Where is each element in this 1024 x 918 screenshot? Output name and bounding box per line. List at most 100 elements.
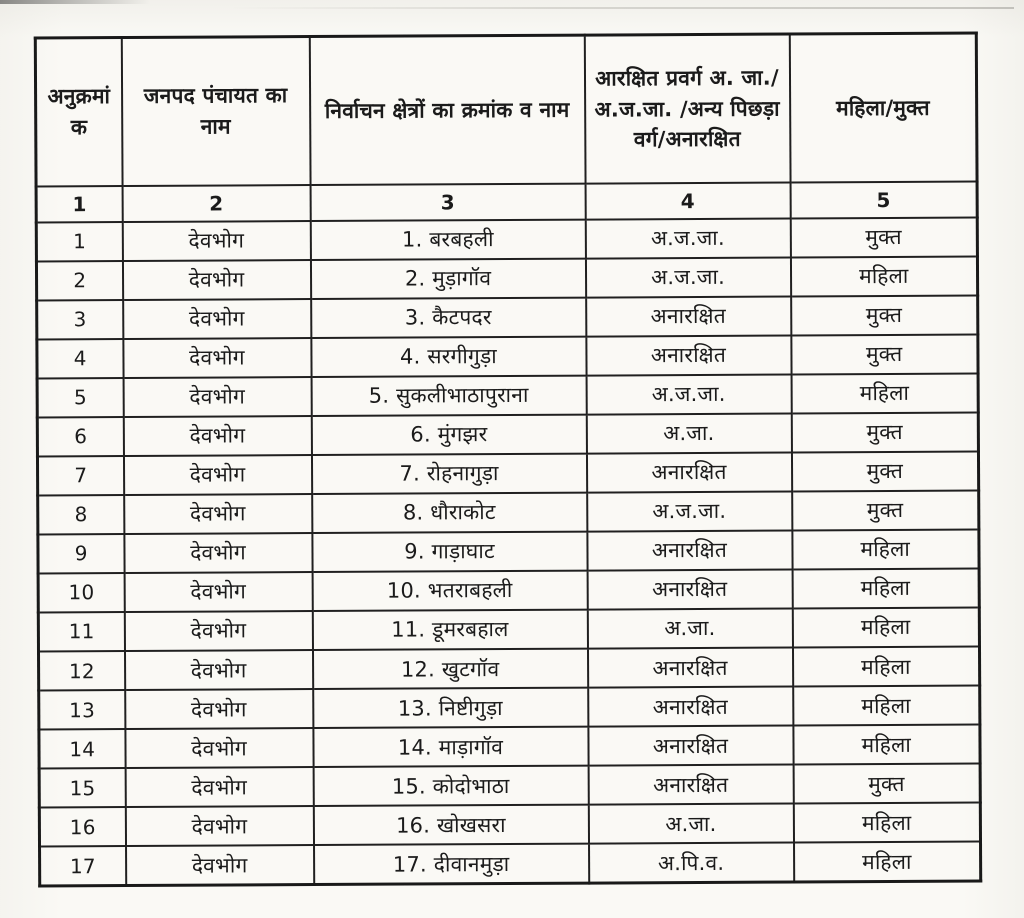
table-header: अनुक्रमांक जनपद पंचायत का नाम निर्वाचन क… (35, 33, 978, 222)
reservation-cell: मुक्त (790, 334, 979, 375)
category-cell: अ.ज.जा. (585, 257, 791, 298)
reservation-cell: महिला (792, 568, 980, 609)
serial-number-cell: 16 (39, 807, 126, 847)
header-serial-number: अनुक्रमांक (35, 37, 123, 186)
reservation-cell: मुक्त (793, 763, 981, 804)
table-body: 1 देवभोग 1. बरबहली अ.ज.जा. मुक्त 2 देवभोग 2. मु… (36, 217, 981, 886)
constituency-cell: 6. मुंगझर (311, 414, 587, 455)
serial-number-cell: 4 (36, 338, 124, 379)
janpad-name-cell: देवभोग (122, 337, 312, 378)
constituency-cell: 11. डूमरबहाल (312, 609, 588, 651)
table-row: 16 देवभोग 16. खोखसरा अ.जा. महिला (39, 802, 981, 847)
constituency-cell: 4. सरगीगुड़ा (310, 336, 587, 377)
janpad-name-cell: देवभोग (122, 298, 311, 339)
table-row: 17 देवभोग 17. दीवानमुड़ा अ.पि.व. महिला (39, 841, 981, 886)
janpad-name-cell: देवभोग (124, 610, 313, 652)
constituency-cell: 17. दीवानमुड़ा (313, 843, 589, 885)
serial-number-cell: 5 (37, 377, 124, 418)
category-cell: अनारक्षित (587, 647, 793, 688)
serial-number-cell: 2 (36, 260, 123, 301)
column-number-5: 5 (790, 181, 978, 219)
janpad-name-cell: देवभोग (123, 376, 312, 417)
serial-number-cell: 1 (36, 221, 123, 262)
janpad-name-cell: देवभोग (122, 259, 311, 300)
table-row: 2 देवभोग 2. मुड़ागॉव अ.ज.जा. महिला (36, 256, 978, 301)
category-cell: अनारक्षित (585, 296, 791, 337)
table-row: 10 देवभोग 10. भतराबहली अनारक्षित महिला (38, 568, 980, 613)
table-row: 14 देवभोग 14. माड़ागॉव अनारक्षित महिला (38, 724, 981, 769)
category-cell: अनारक्षित (587, 569, 793, 610)
serial-number-cell: 7 (37, 455, 124, 496)
table-row: 6 देवभोग 6. मुंगझर अ.जा. मुक्त (37, 412, 979, 457)
constituency-cell: 15. कोदोभाठा (313, 765, 589, 807)
janpad-name-cell: देवभोग (124, 650, 313, 691)
category-cell: अनारक्षित (586, 452, 792, 493)
serial-number-cell: 9 (37, 533, 125, 574)
table-row: 15 देवभोग 15. कोदोभाठा अनारक्षित मुक्त (39, 763, 981, 808)
header-row: अनुक्रमांक जनपद पंचायत का नाम निर्वाचन क… (35, 33, 978, 186)
header-female-or-open: महिला/मुक्त (789, 33, 978, 183)
constituency-cell: 10. भतराबहली (312, 570, 588, 611)
category-cell: अनारक्षित (587, 725, 794, 766)
table-row: 11 देवभोग 11. डूमरबहाल अ.जा. महिला (38, 607, 980, 652)
header-constituency: निर्वाचन क्षेत्रों का क्रमांक व नाम (309, 35, 586, 185)
table-row: 4 देवभोग 4. सरगीगुड़ा अनारक्षित मुक्त (36, 334, 979, 379)
reservation-cell: महिला (792, 724, 981, 765)
reservation-cell: महिला (792, 607, 980, 648)
janpad-name-cell: देवभोग (123, 415, 312, 456)
constituency-cell: 3. कैटपदर (310, 297, 586, 338)
reservation-cell: मुक्त (791, 412, 979, 453)
serial-number-cell: 15 (39, 768, 126, 808)
table-row: 8 देवभोग 8. धौराकोट अ.ज.जा. मुक्त (37, 490, 979, 535)
category-cell: अ.ज.जा. (585, 218, 791, 259)
reservation-cell: महिला (790, 256, 978, 297)
janpad-name-cell: देवभोग (123, 493, 312, 534)
category-cell: अनारक्षित (586, 530, 793, 571)
reservation-cell: मुक्त (791, 490, 979, 531)
category-cell: अनारक्षित (587, 686, 793, 727)
scan-streak-artifact (230, 7, 1014, 9)
janpad-name-cell: देवभोग (125, 845, 314, 886)
janpad-name-cell: देवभोग (125, 806, 314, 847)
column-number-4: 4 (585, 182, 791, 220)
category-cell: अ.जा. (587, 608, 793, 649)
category-cell: अ.जा. (588, 803, 794, 844)
constituency-cell: 5. सुकलीभाठापुराना (311, 375, 587, 416)
table-row: 7 देवभोग 7. रोहनागुड़ा अनारक्षित मुक्त (37, 451, 979, 496)
column-number-3: 3 (310, 183, 586, 221)
category-cell: अ.ज.जा. (586, 374, 792, 415)
table-row: 13 देवभोग 13. निष्टीगुड़ा अनारक्षित महिला (38, 685, 980, 730)
constituency-cell: 7. रोहनागुड़ा (311, 453, 587, 494)
table-row: 9 देवभोग 9. गाड़ाघाट अनारक्षित महिला (37, 529, 980, 574)
constituency-cell: 16. खोखसरा (313, 804, 589, 846)
column-number-2: 2 (122, 184, 311, 222)
header-janpad-panchayat: जनपद पंचायत का नाम (121, 36, 311, 186)
reservation-cell: मुक्त (791, 451, 979, 492)
serial-number-cell: 8 (37, 494, 124, 535)
reservation-cell: महिला (792, 646, 980, 687)
serial-number-cell: 6 (37, 416, 124, 457)
constituency-cell: 14. माड़ागॉव (312, 726, 589, 768)
reservation-cell: मुक्त (790, 217, 978, 258)
column-number-1: 1 (36, 185, 123, 222)
constituency-reservation-table: अनुक्रमांक जनपद पंचायत का नाम निर्वाचन क… (33, 31, 983, 888)
table-row: 5 देवभोग 5. सुकलीभाठापुराना अ.ज.जा. महिला (37, 373, 979, 418)
table-row: 1 देवभोग 1. बरबहली अ.ज.जा. मुक्त (36, 217, 978, 262)
constituency-cell: 8. धौराकोट (311, 492, 587, 533)
header-reserved-category: आरक्षित प्रवर्ग अ. जा./अ.ज.जा. /अन्य पिछ… (584, 34, 791, 184)
janpad-name-cell: देवभोग (124, 728, 314, 769)
reservation-cell: महिला (793, 841, 981, 883)
reservation-cell: मुक्त (790, 295, 978, 336)
serial-number-cell: 3 (36, 299, 123, 340)
reservation-cell: महिला (791, 373, 979, 414)
janpad-name-cell: देवभोग (123, 532, 313, 573)
reservation-cell: महिला (791, 529, 980, 570)
scan-smudge-artifact (0, 0, 150, 4)
serial-number-cell: 13 (38, 690, 125, 730)
table-row: 3 देवभोग 3. कैटपदर अनारक्षित मुक्त (36, 295, 978, 340)
constituency-cell: 12. खुटगॉव (312, 648, 588, 690)
category-cell: अ.ज.जा. (586, 491, 792, 532)
janpad-name-cell: देवभोग (123, 454, 312, 495)
constituency-cell: 13. निष्टीगुड़ा (312, 687, 588, 729)
